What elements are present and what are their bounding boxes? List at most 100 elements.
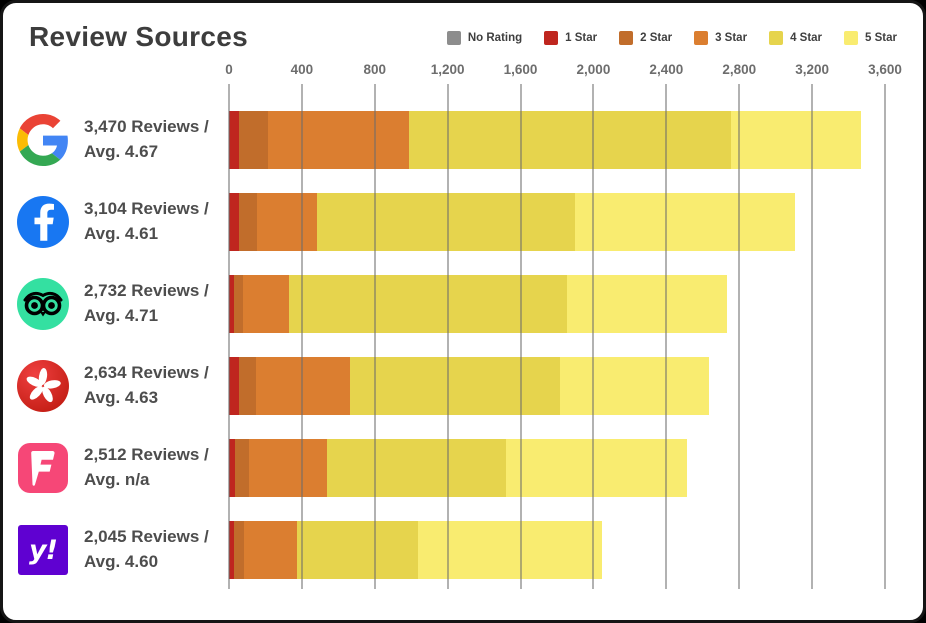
widget-header: Review Sources No Rating 1 Star 2 Star 3 St… <box>3 3 923 53</box>
bar-segment-4-star <box>409 111 731 169</box>
bar-segment-1-star <box>229 357 239 415</box>
row-reviews-count: 3,470 Reviews / <box>84 117 209 137</box>
legend-item-5-star: 5 Star <box>844 31 897 45</box>
legend-label: 5 Star <box>865 32 897 44</box>
bar-row-foursquare <box>229 427 885 509</box>
legend: No Rating 1 Star 2 Star 3 Star 4 Star 5 Star <box>446 31 897 45</box>
row-average-rating: Avg. 4.67 <box>84 142 159 161</box>
tripadvisor-icon <box>17 278 69 330</box>
bar-segment-2-star <box>239 111 269 169</box>
bar-segment-1-star <box>229 439 236 497</box>
row-label-foursquare: 2,512 Reviews / Avg. n/a <box>17 427 229 509</box>
google-icon <box>17 114 69 166</box>
bar-segment-2-star <box>233 521 244 579</box>
bar-segment-4-star <box>297 521 419 579</box>
bar-segment-5-star <box>418 521 602 579</box>
foursquare-icon <box>17 442 69 494</box>
bar-segment-4-star <box>317 193 576 251</box>
yahoo-glyph: y! <box>29 534 58 566</box>
row-average-rating: Avg. 4.61 <box>84 224 159 243</box>
row-label-facebook: 3,104 Reviews / Avg. 4.61 <box>17 181 229 263</box>
legend-label: 4 Star <box>790 32 823 44</box>
row-label-text: 3,104 Reviews / Avg. 4.61 <box>84 197 209 246</box>
stacked-bar-yahoo <box>229 521 602 579</box>
bar-segment-3-star <box>257 193 318 251</box>
bar-segment-5-star <box>560 357 709 415</box>
legend-label: 1 Star <box>565 32 598 44</box>
row-label-yelp: 2,634 Reviews / Avg. 4.63 <box>17 345 229 427</box>
bar-segment-3-star <box>243 275 290 333</box>
bar-segment-4-star <box>289 275 568 333</box>
legend-item-2-star: 2 Star <box>619 31 672 45</box>
row-reviews-count: 2,512 Reviews / <box>84 445 209 465</box>
row-label-text: 2,634 Reviews / Avg. 4.63 <box>84 361 209 410</box>
legend-swatch-icon <box>544 31 559 45</box>
bar-row-tripadvisor <box>229 263 885 345</box>
bar-segment-1-star <box>229 521 234 579</box>
bar-segment-5-star <box>567 275 727 333</box>
row-label-google: 3,470 Reviews / Avg. 4.67 <box>17 99 229 181</box>
row-reviews-count: 2,634 Reviews / <box>84 363 209 383</box>
legend-swatch-icon <box>619 31 634 45</box>
chart: 3,470 Reviews / Avg. 4.67 3,104 Reviews /… <box>3 53 923 591</box>
bar-segment-3-star <box>268 111 410 169</box>
stacked-bar-yelp <box>229 357 709 415</box>
legend-swatch-icon <box>844 31 859 45</box>
legend-item-4-star: 4 Star <box>769 31 822 45</box>
facebook-icon <box>17 196 69 248</box>
bar-segment-5-star <box>505 439 687 497</box>
row-reviews-count: 2,045 Reviews / <box>84 527 209 547</box>
bar-segment-5-star <box>575 193 795 251</box>
bar-segment-1-star <box>229 193 240 251</box>
bar-segment-3-star <box>255 357 350 415</box>
bar-segment-3-star <box>248 439 328 497</box>
legend-item-1-star: 1 Star <box>544 31 597 45</box>
axis-tick-label: 3,200 <box>795 62 830 77</box>
legend-swatch-icon <box>694 31 709 45</box>
page-title: Review Sources <box>29 21 248 52</box>
legend-item-3-star: 3 Star <box>694 31 747 45</box>
row-label-text: 2,512 Reviews / Avg. n/a <box>84 443 209 492</box>
stacked-bar-tripadvisor <box>229 275 727 333</box>
legend-label: No Rating <box>467 32 523 44</box>
row-average-rating: Avg. n/a <box>84 470 150 489</box>
bar-segment-2-star <box>239 193 258 251</box>
bar-row-google <box>229 99 885 181</box>
row-label-text: 3,470 Reviews / Avg. 4.67 <box>84 115 209 164</box>
row-label-text: 2,732 Reviews / Avg. 4.71 <box>84 279 209 328</box>
row-reviews-count: 3,104 Reviews / <box>84 199 209 219</box>
bar-segment-5-star <box>730 111 862 169</box>
plot-area: 0 400 800 1,200 1,600 2,000 2,400 2,800 3,200 3,6… <box>225 57 923 591</box>
stacked-bar-google <box>229 111 862 169</box>
axis-tick-label: 0 <box>225 62 233 77</box>
axis-tick-label: 2,000 <box>576 62 611 77</box>
bar-row-yahoo <box>229 509 885 591</box>
legend-swatch-icon <box>446 31 461 45</box>
row-label-text: 2,045 Reviews / Avg. 4.60 <box>84 525 209 574</box>
axis-tick-label: 2,400 <box>649 62 684 77</box>
axis-tick-label: 3,600 <box>868 62 902 77</box>
x-axis: 0 400 800 1,200 1,600 2,000 2,400 2,800 3,200 3,6… <box>225 57 902 99</box>
bar-row-facebook <box>229 181 885 263</box>
yahoo-icon: y! <box>17 524 69 576</box>
axis-tick-label: 1,600 <box>503 62 538 77</box>
stacked-bar-facebook <box>229 193 795 251</box>
bar-segment-1-star <box>229 275 234 333</box>
row-label-tripadvisor: 2,732 Reviews / Avg. 4.71 <box>17 263 229 345</box>
legend-item-no-rating: No Rating <box>446 31 523 45</box>
bar-segment-2-star <box>238 357 256 415</box>
plot-inner: 0 400 800 1,200 1,600 2,000 2,400 2,800 3,200 3,6… <box>225 57 902 591</box>
legend-label: 3 Star <box>715 32 748 44</box>
row-average-rating: Avg. 4.60 <box>84 552 159 571</box>
row-reviews-count: 2,732 Reviews / <box>84 281 209 301</box>
axis-tick-label: 1,200 <box>430 62 465 77</box>
bar-row-yelp <box>229 345 885 427</box>
bar-segment-2-star <box>233 275 244 333</box>
legend-swatch-icon <box>769 31 784 45</box>
bar-segment-4-star <box>327 439 506 497</box>
row-average-rating: Avg. 4.71 <box>84 306 159 325</box>
yelp-icon <box>17 360 69 412</box>
bar-segment-2-star <box>235 439 249 497</box>
axis-spacer <box>17 57 229 99</box>
